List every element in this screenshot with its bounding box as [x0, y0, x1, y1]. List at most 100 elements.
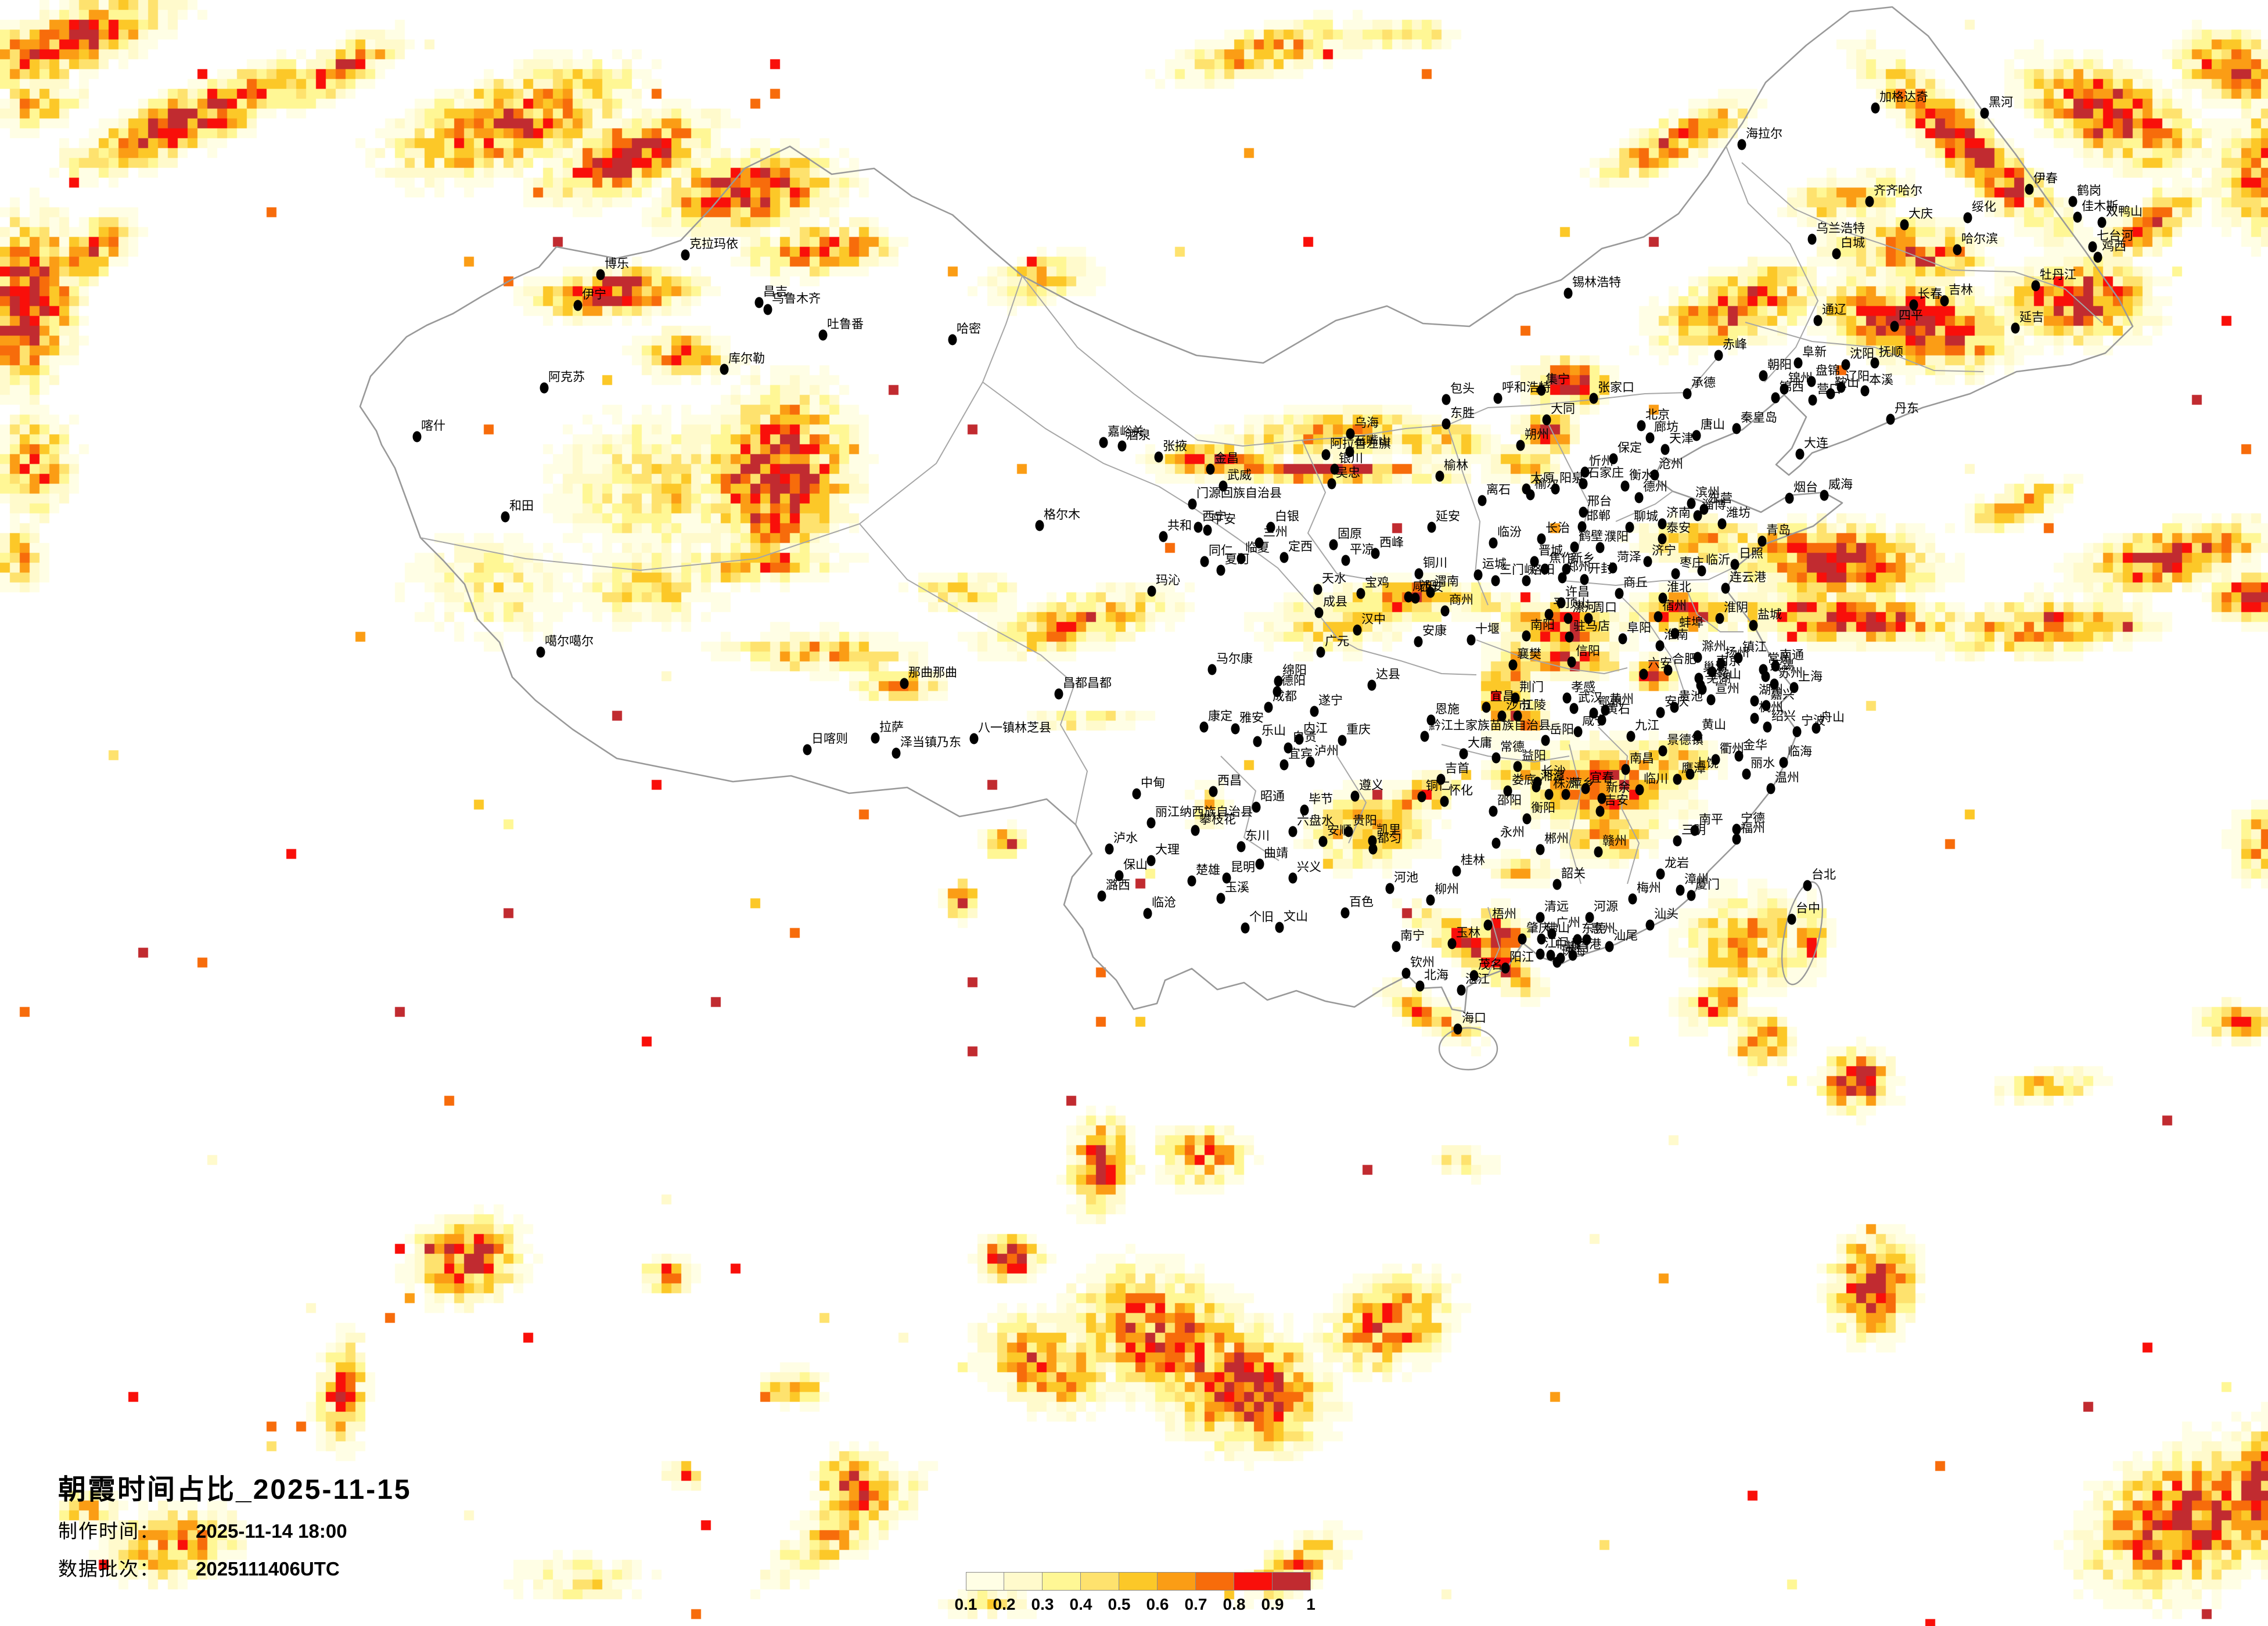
- city-dot: [501, 511, 510, 523]
- city-dot: [1673, 774, 1682, 785]
- city-label: 日喀则: [811, 732, 848, 746]
- city-dot: [1811, 722, 1821, 734]
- city-label: 拉萨: [879, 720, 904, 734]
- city-dot: [1544, 609, 1554, 620]
- city-dot: [1318, 836, 1328, 847]
- city-label: 许昌: [1565, 585, 1590, 599]
- city-dot: [1580, 574, 1589, 585]
- city-dot: [1489, 805, 1498, 817]
- city-label: 博乐: [605, 257, 629, 271]
- map-title: 朝霞时间占比_2025-11-15: [58, 1474, 412, 1505]
- city-dot: [1813, 315, 1823, 326]
- city-dot: [1489, 537, 1498, 549]
- city-dot: [1836, 382, 1846, 393]
- legend-tick: 0.8: [1223, 1595, 1246, 1613]
- city-dot: [1580, 466, 1590, 478]
- city-dot: [1513, 761, 1522, 772]
- city-dot: [1771, 660, 1780, 672]
- city-label: 北海: [1424, 968, 1448, 982]
- city-dot: [1420, 731, 1429, 742]
- city-label: 香港: [1577, 937, 1601, 951]
- city-label: 南通: [1780, 648, 1804, 662]
- city-label: 东胜: [1450, 406, 1475, 420]
- city-label: 噶尔噶尔: [545, 634, 594, 648]
- city-dot: [803, 744, 812, 756]
- city-dot: [1601, 704, 1610, 716]
- city-dot: [1275, 922, 1284, 933]
- province-border: [1615, 491, 1673, 522]
- city-label: 双鸭山: [2106, 204, 2143, 218]
- city-label: 烟台: [1793, 480, 1818, 494]
- city-label: 郴州: [1544, 832, 1569, 846]
- city-label: 绵阳: [1282, 663, 1307, 677]
- city-label: 四平: [1899, 308, 1923, 322]
- city-dot: [1693, 730, 1702, 742]
- city-label: 同仁: [1209, 544, 1233, 557]
- city-dot: [1513, 710, 1522, 722]
- city-dot: [1683, 388, 1692, 400]
- city-dot: [1537, 384, 1546, 396]
- city-label: 牡丹江: [2040, 268, 2076, 282]
- city-dot: [1584, 613, 1593, 624]
- city-label: 周口: [1593, 600, 1617, 614]
- province-border: [1563, 565, 1738, 586]
- city-dot: [1749, 620, 1758, 631]
- city-label: 吉安: [1604, 793, 1629, 807]
- city-dot: [1191, 825, 1200, 836]
- city-dot: [1414, 636, 1423, 647]
- city-label: 离石: [1486, 483, 1511, 497]
- city-label: 秦皇岛: [1741, 411, 1777, 425]
- city-label: 湘潭: [1540, 769, 1565, 783]
- city-label: 新余: [1606, 780, 1630, 794]
- city-label: 岳阳: [1550, 722, 1574, 736]
- city-dot: [1597, 714, 1606, 726]
- city-dot: [1467, 634, 1476, 646]
- city-label: 合肥: [1672, 652, 1696, 666]
- province-border: [1336, 756, 1367, 844]
- city-label: 平安: [1212, 512, 1236, 526]
- city-label: 北京: [1645, 408, 1670, 422]
- city-label: 襄樊: [1517, 647, 1541, 661]
- city-label: 喀什: [421, 419, 445, 433]
- city-label: 茂名: [1478, 958, 1503, 972]
- city-label: 江陵: [1522, 698, 1546, 712]
- city-dot: [1279, 552, 1289, 563]
- city-label: 石家庄: [1587, 466, 1624, 480]
- city-dot: [1187, 875, 1196, 887]
- city-label: 都匀: [1377, 831, 1401, 845]
- city-dot: [1367, 679, 1376, 691]
- city-label: 济宁: [1652, 544, 1676, 557]
- city-dot: [1511, 692, 1520, 704]
- city-dot: [1732, 833, 1741, 845]
- city-dot: [1721, 582, 1730, 594]
- city-dot: [1732, 423, 1741, 434]
- city-label: 延吉: [2019, 310, 2044, 324]
- city-label: 定西: [1288, 539, 1313, 553]
- province-border: [1598, 726, 1640, 884]
- province-border: [859, 523, 1088, 825]
- city-dot: [1054, 688, 1063, 700]
- city-dot: [1491, 575, 1500, 587]
- city-dot: [1558, 572, 1567, 584]
- city-dot: [1536, 844, 1545, 855]
- city-dot: [1216, 564, 1225, 576]
- city-dot: [1442, 394, 1451, 405]
- city-label: 福州: [1741, 821, 1765, 835]
- city-dot: [1808, 394, 1817, 406]
- city-dot: [1820, 490, 1829, 501]
- city-label: 九江: [1635, 718, 1659, 732]
- city-dot: [1757, 535, 1767, 547]
- city-label: 镇江: [1742, 640, 1767, 654]
- city-dot: [1579, 478, 1588, 490]
- city-label: 丽水: [1751, 756, 1775, 770]
- legend-tick: 0.7: [1184, 1595, 1207, 1613]
- province-border: [1741, 162, 2103, 323]
- city-label: 河池: [1394, 870, 1418, 884]
- city-dot: [1556, 952, 1565, 964]
- city-label: 天津: [1669, 431, 1694, 445]
- city-label: 韶关: [1561, 866, 1586, 880]
- city-label: 滨州: [1695, 485, 1720, 499]
- city-dot: [1645, 919, 1655, 931]
- city-label: 佳木斯: [2082, 199, 2118, 213]
- city-dot: [1321, 449, 1331, 461]
